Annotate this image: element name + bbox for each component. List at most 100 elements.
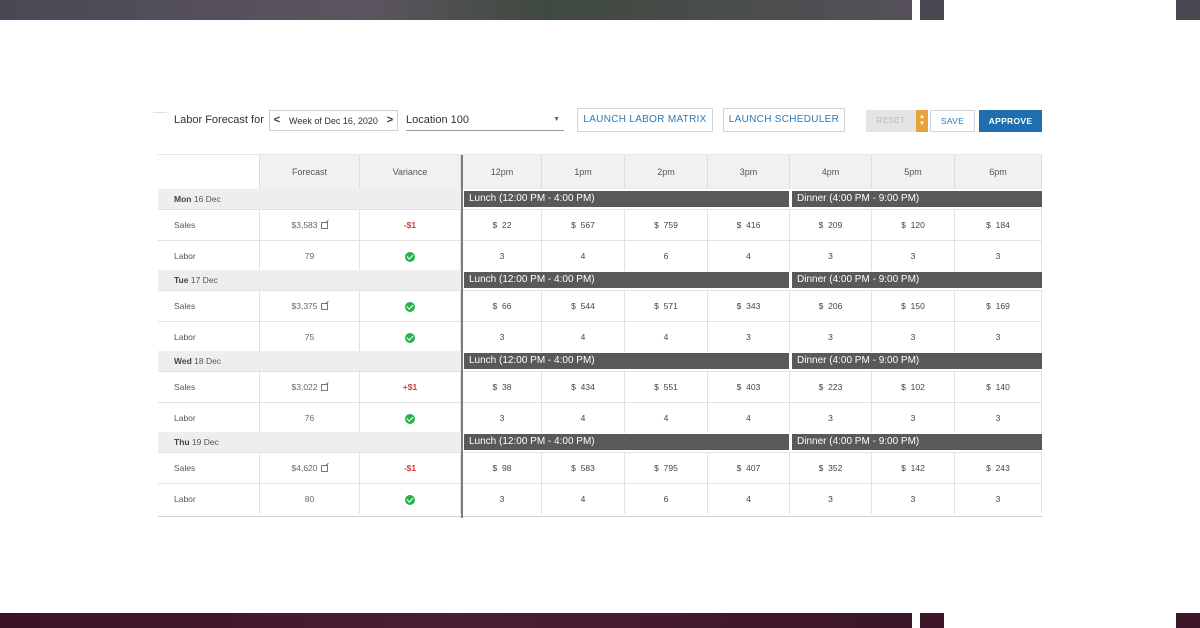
save-button[interactable]: SAVE [930, 110, 975, 132]
sales-hour-cell[interactable]: $ 66 [463, 291, 542, 321]
currency-symbol: $ [901, 220, 906, 230]
sales-hour-value: 544 [580, 301, 595, 311]
labor-row: Labor 80 3 4 6 4 3 3 3 [158, 483, 1042, 514]
sales-forecast-cell[interactable]: $3,375 [260, 291, 360, 321]
labor-hour-cell[interactable]: 4 [708, 484, 790, 514]
sales-hour-cell[interactable]: $ 407 [708, 453, 790, 483]
day-of-week: Wed [174, 356, 192, 366]
external-link-icon[interactable] [320, 384, 328, 391]
day-label: Wed 18 Dec [174, 356, 221, 366]
sales-hour-cell[interactable]: $ 38 [463, 372, 542, 402]
labor-hour-cell[interactable]: 4 [625, 322, 708, 352]
labor-hour-cell[interactable]: 3 [790, 241, 872, 271]
day-of-week: Tue [174, 275, 189, 285]
sales-hour-cell[interactable]: $ 544 [542, 291, 625, 321]
approve-button[interactable]: APPROVE [979, 110, 1042, 132]
sales-hour-cell[interactable]: $ 343 [708, 291, 790, 321]
sales-hour-cell[interactable]: $ 551 [625, 372, 708, 402]
labor-hour-cell[interactable]: 3 [708, 322, 790, 352]
sales-forecast-cell[interactable]: $4,620 [260, 453, 360, 483]
labor-hour-cell[interactable]: 3 [790, 484, 872, 514]
labor-hour-cell[interactable]: 4 [542, 484, 625, 514]
currency-symbol: $ [736, 301, 742, 311]
sales-hour-cell[interactable]: $ 142 [872, 453, 955, 483]
header-hour: 2pm [625, 155, 708, 189]
prev-week-button[interactable]: < [273, 114, 281, 126]
sales-forecast-cell[interactable]: $3,022 [260, 372, 360, 402]
sales-hour-cell[interactable]: $ 209 [790, 210, 872, 240]
external-link-icon[interactable] [320, 303, 328, 310]
labor-hour-cell[interactable]: 3 [955, 241, 1042, 271]
labor-hour-cell[interactable]: 3 [463, 322, 542, 352]
labor-hour-cell[interactable]: 6 [625, 484, 708, 514]
labor-hour-cell[interactable]: 3 [872, 484, 955, 514]
labor-hour-value: 3 [499, 332, 505, 342]
labor-hour-cell[interactable]: 3 [463, 484, 542, 514]
week-picker[interactable]: < Week of Dec 16, 2020 > [269, 110, 398, 131]
labor-row: Labor 79 3 4 6 4 3 3 3 [158, 240, 1042, 271]
sales-hour-cell[interactable]: $ 102 [872, 372, 955, 402]
labor-hour-cell[interactable]: 3 [790, 403, 872, 433]
toolbar: Labor Forecast for < Week of Dec 16, 202… [150, 108, 1045, 134]
labor-hour-cell[interactable]: 4 [542, 241, 625, 271]
sales-hour-cell[interactable]: $ 583 [542, 453, 625, 483]
sales-hour-cell[interactable]: $ 184 [955, 210, 1042, 240]
sales-hour-cell[interactable]: $ 416 [708, 210, 790, 240]
labor-hour-cell[interactable]: 3 [872, 241, 955, 271]
check-circle-icon [405, 332, 415, 343]
sales-hour-cell[interactable]: $ 22 [463, 210, 542, 240]
labor-hour-value: 3 [995, 494, 1001, 504]
external-link-icon[interactable] [320, 465, 328, 472]
sales-hour-cell[interactable]: $ 120 [872, 210, 955, 240]
sales-hour-value: 343 [746, 301, 761, 311]
sales-hour-value: 142 [910, 463, 925, 473]
location-select[interactable]: Location 100 ▼ [406, 110, 564, 131]
day-header: Wed 18 Dec Lunch (12:00 PM - 4:00 PM) Dinn… [158, 351, 1042, 371]
sales-hour-cell[interactable]: $ 140 [955, 372, 1042, 402]
labor-hour-cell[interactable]: 3 [955, 403, 1042, 433]
labor-hour-cell[interactable]: 3 [955, 484, 1042, 514]
sales-hour-cell[interactable]: $ 571 [625, 291, 708, 321]
external-link-icon[interactable] [320, 222, 328, 229]
currency-symbol: $ [492, 463, 498, 473]
labor-hour-cell[interactable]: 4 [625, 403, 708, 433]
labor-hour-cell[interactable]: 3 [872, 322, 955, 352]
sales-forecast-cell[interactable]: $3,583 [260, 210, 360, 240]
labor-hour-cell[interactable]: 4 [542, 322, 625, 352]
currency-symbol: $ [571, 220, 576, 230]
sales-hour-cell[interactable]: $ 223 [790, 372, 872, 402]
sales-hour-cell[interactable]: $ 98 [463, 453, 542, 483]
sales-hour-cell[interactable]: $ 403 [708, 372, 790, 402]
sales-hour-cell[interactable]: $ 759 [625, 210, 708, 240]
labor-hour-cell[interactable]: 3 [790, 322, 872, 352]
labor-hour-cell[interactable]: 3 [872, 403, 955, 433]
labor-hour-cell[interactable]: 4 [708, 403, 790, 433]
labor-hour-cell[interactable]: 4 [708, 241, 790, 271]
next-week-button[interactable]: > [386, 114, 394, 126]
sales-hour-cell[interactable]: $ 243 [955, 453, 1042, 483]
header-forecast: Forecast [260, 155, 360, 189]
sales-hour-cell[interactable]: $ 150 [872, 291, 955, 321]
launch-scheduler-button[interactable]: LAUNCH SCHEDULER [723, 108, 845, 132]
sales-hour-cell[interactable]: $ 352 [790, 453, 872, 483]
reset-button[interactable]: RESET [866, 110, 916, 132]
check-circle-icon [405, 494, 415, 505]
labor-hour-cell[interactable]: 3 [955, 322, 1042, 352]
day-date: 16 Dec [193, 194, 221, 204]
launch-labor-matrix-button[interactable]: LAUNCH LABOR MATRIX [577, 108, 713, 132]
sales-hour-cell[interactable]: $ 567 [542, 210, 625, 240]
labor-hour-value: 3 [910, 413, 916, 423]
labor-hour-cell[interactable]: 4 [542, 403, 625, 433]
day-label: Thu 19 Dec [174, 437, 219, 447]
sales-hour-cell[interactable]: $ 795 [625, 453, 708, 483]
sales-hour-cell[interactable]: $ 206 [790, 291, 872, 321]
reset-options-toggle[interactable]: ▲ ▼ [916, 110, 928, 132]
labor-hour-cell[interactable]: 3 [463, 241, 542, 271]
sales-hour-cell[interactable]: $ 434 [542, 372, 625, 402]
sales-row-label: Sales [158, 291, 260, 321]
currency-symbol: $ [492, 301, 498, 311]
sales-hour-cell[interactable]: $ 169 [955, 291, 1042, 321]
labor-hour-cell[interactable]: 3 [463, 403, 542, 433]
sales-row-label: Sales [158, 210, 260, 240]
labor-hour-cell[interactable]: 6 [625, 241, 708, 271]
